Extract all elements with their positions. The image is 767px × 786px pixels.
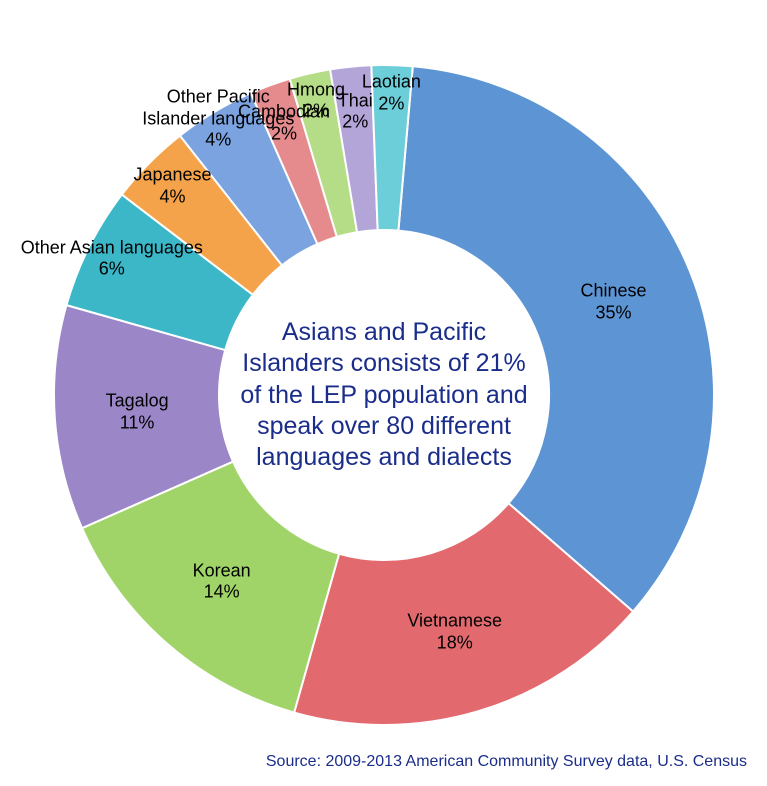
center-text: Asians and Pacific Islanders consists of…	[231, 317, 536, 473]
slice-label: Chinese35%	[580, 281, 646, 324]
donut-chart: Asians and Pacific Islanders consists of…	[0, 0, 767, 786]
slice-label: Tagalog11%	[106, 391, 169, 434]
slice-label: Japanese4%	[133, 165, 211, 208]
slice-label: Hmong2%	[287, 79, 345, 122]
source-text: Source: 2009-2013 American Community Sur…	[266, 753, 747, 771]
slice-label: Korean14%	[193, 560, 251, 603]
slice-label: Vietnamese18%	[407, 611, 502, 654]
slice-label: Other Asian languages6%	[21, 237, 203, 280]
slice-label: Laotian2%	[362, 72, 421, 115]
